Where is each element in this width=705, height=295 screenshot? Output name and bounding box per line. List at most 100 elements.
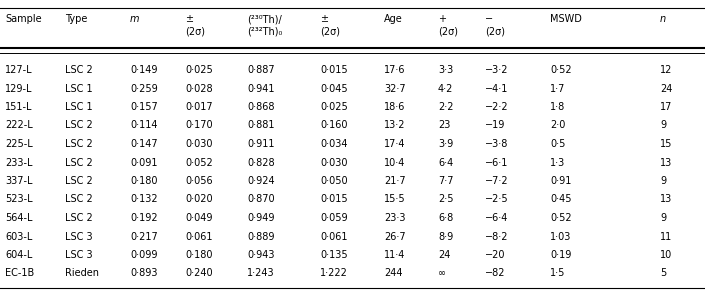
Text: −8·2: −8·2 (485, 232, 508, 242)
Text: 0·157: 0·157 (130, 102, 158, 112)
Text: 10·4: 10·4 (384, 158, 405, 168)
Text: 0·868: 0·868 (247, 102, 274, 112)
Text: 0·049: 0·049 (185, 213, 212, 223)
Text: LSC 2: LSC 2 (65, 213, 93, 223)
Text: 0·059: 0·059 (320, 213, 348, 223)
Text: 337-L: 337-L (5, 176, 32, 186)
Text: (²³²Th)₀: (²³²Th)₀ (247, 26, 283, 36)
Text: 1·3: 1·3 (550, 158, 565, 168)
Text: −20: −20 (485, 250, 505, 260)
Text: 0·19: 0·19 (550, 250, 571, 260)
Text: 4·2: 4·2 (438, 83, 453, 94)
Text: 0·192: 0·192 (130, 213, 158, 223)
Text: 0·259: 0·259 (130, 83, 158, 94)
Text: 0·015: 0·015 (320, 65, 348, 75)
Text: 0·028: 0·028 (185, 83, 213, 94)
Text: 11: 11 (660, 232, 673, 242)
Text: 0·881: 0·881 (247, 120, 274, 130)
Text: Rieden: Rieden (65, 268, 99, 278)
Text: 0·240: 0·240 (185, 268, 213, 278)
Text: 0·025: 0·025 (320, 102, 348, 112)
Text: 0·147: 0·147 (130, 139, 158, 149)
Text: 0·870: 0·870 (247, 194, 275, 204)
Text: −2·2: −2·2 (485, 102, 508, 112)
Text: 603-L: 603-L (5, 232, 32, 242)
Text: 0·5: 0·5 (550, 139, 565, 149)
Text: 17·6: 17·6 (384, 65, 405, 75)
Text: 0·160: 0·160 (320, 120, 348, 130)
Text: LSC 1: LSC 1 (65, 102, 92, 112)
Text: LSC 3: LSC 3 (65, 250, 92, 260)
Text: 8·9: 8·9 (438, 232, 453, 242)
Text: 10: 10 (660, 250, 673, 260)
Text: 15·5: 15·5 (384, 194, 405, 204)
Text: −: − (485, 14, 493, 24)
Text: m: m (130, 14, 140, 24)
Text: 2·2: 2·2 (438, 102, 453, 112)
Text: Age: Age (384, 14, 403, 24)
Text: 5: 5 (660, 268, 666, 278)
Text: 244: 244 (384, 268, 403, 278)
Text: 0·052: 0·052 (185, 158, 213, 168)
Text: Type: Type (65, 14, 87, 24)
Text: −3·2: −3·2 (485, 65, 508, 75)
Text: 0·050: 0·050 (320, 176, 348, 186)
Text: n: n (660, 14, 666, 24)
Text: 0·180: 0·180 (130, 176, 157, 186)
Text: −3·8: −3·8 (485, 139, 508, 149)
Text: 17·4: 17·4 (384, 139, 405, 149)
Text: 127-L: 127-L (5, 65, 32, 75)
Text: 0·091: 0·091 (130, 158, 157, 168)
Text: 6·4: 6·4 (438, 158, 453, 168)
Text: (2σ): (2σ) (438, 26, 458, 36)
Text: 0·217: 0·217 (130, 232, 158, 242)
Text: 0·056: 0·056 (185, 176, 213, 186)
Text: (2σ): (2σ) (320, 26, 340, 36)
Text: 15: 15 (660, 139, 673, 149)
Text: 2·0: 2·0 (550, 120, 565, 130)
Text: −19: −19 (485, 120, 505, 130)
Text: 0·045: 0·045 (320, 83, 348, 94)
Text: (2σ): (2σ) (485, 26, 505, 36)
Text: Sample: Sample (5, 14, 42, 24)
Text: 3·3: 3·3 (438, 65, 453, 75)
Text: 0·180: 0·180 (185, 250, 212, 260)
Text: LSC 2: LSC 2 (65, 139, 93, 149)
Text: 24: 24 (438, 250, 450, 260)
Text: ±: ± (320, 14, 328, 24)
Text: 0·893: 0·893 (130, 268, 157, 278)
Text: 222-L: 222-L (5, 120, 32, 130)
Text: 0·887: 0·887 (247, 65, 275, 75)
Text: 0·170: 0·170 (185, 120, 213, 130)
Text: −4·1: −4·1 (485, 83, 508, 94)
Text: 233-L: 233-L (5, 158, 32, 168)
Text: 0·025: 0·025 (185, 65, 213, 75)
Text: 564-L: 564-L (5, 213, 32, 223)
Text: 523-L: 523-L (5, 194, 32, 204)
Text: 13·2: 13·2 (384, 120, 405, 130)
Text: LSC 2: LSC 2 (65, 158, 93, 168)
Text: 32·7: 32·7 (384, 83, 405, 94)
Text: 9: 9 (660, 176, 666, 186)
Text: MSWD: MSWD (550, 14, 582, 24)
Text: 0·91: 0·91 (550, 176, 571, 186)
Text: 7·7: 7·7 (438, 176, 453, 186)
Text: EC-1B: EC-1B (5, 268, 35, 278)
Text: 0·132: 0·132 (130, 194, 158, 204)
Text: −2·5: −2·5 (485, 194, 508, 204)
Text: −6·1: −6·1 (485, 158, 508, 168)
Text: LSC 2: LSC 2 (65, 176, 93, 186)
Text: 604-L: 604-L (5, 250, 32, 260)
Text: (²³⁰Th)/: (²³⁰Th)/ (247, 14, 282, 24)
Text: 0·149: 0·149 (130, 65, 157, 75)
Text: (2σ): (2σ) (185, 26, 205, 36)
Text: ∞: ∞ (438, 268, 446, 278)
Text: −6·4: −6·4 (485, 213, 508, 223)
Text: 0·135: 0·135 (320, 250, 348, 260)
Text: 3·9: 3·9 (438, 139, 453, 149)
Text: 0·114: 0·114 (130, 120, 157, 130)
Text: LSC 1: LSC 1 (65, 83, 92, 94)
Text: 0·034: 0·034 (320, 139, 348, 149)
Text: 1·222: 1·222 (320, 268, 348, 278)
Text: 23: 23 (438, 120, 450, 130)
